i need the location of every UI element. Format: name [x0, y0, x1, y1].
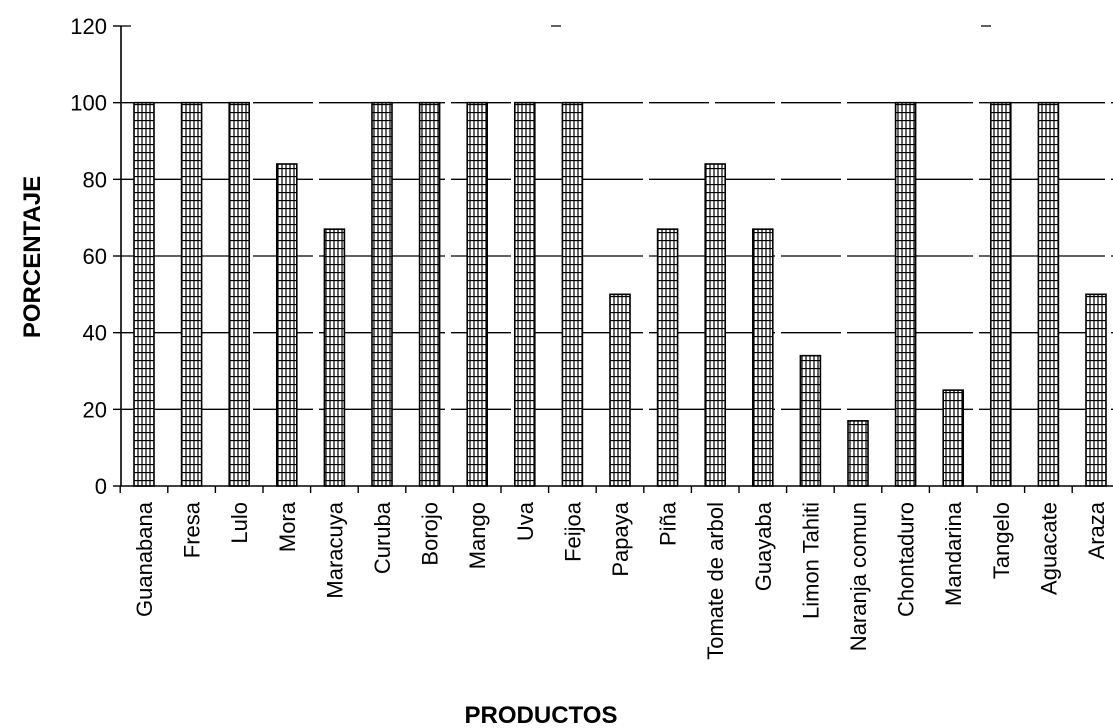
bar: [609, 293, 631, 487]
bar: [847, 420, 869, 487]
y-tick-label: 80: [83, 167, 107, 192]
bar: [275, 163, 298, 487]
y-axis-label: PORCENTAJE: [19, 176, 46, 338]
y-tick-label: 40: [83, 321, 107, 346]
x-tick-label: Tangelo: [989, 502, 1014, 579]
bar: [1085, 293, 1107, 487]
x-tick-label: Araza: [1084, 501, 1109, 559]
y-tick-label: 100: [70, 91, 107, 116]
bars: [133, 101, 1107, 487]
bar: [180, 101, 203, 487]
x-tick-label: Maracuya: [322, 501, 347, 598]
bar: [751, 228, 774, 487]
y-tick-label: 0: [95, 474, 107, 499]
x-tick-label: Fresa: [180, 501, 205, 558]
bar: [704, 163, 727, 487]
axes: [113, 25, 1113, 493]
x-tick-label: Mora: [275, 501, 300, 552]
y-tick-label: 120: [70, 14, 107, 39]
bar: [942, 389, 965, 487]
x-tick-label: Papaya: [608, 501, 633, 576]
x-tick-label: Piña: [656, 501, 681, 546]
x-tick-label: Naranja comun: [846, 502, 871, 651]
x-tick-label: Aguacate: [1036, 502, 1061, 595]
x-tick-labels: Guanabana Fresa Lulo Mora Maracuya Curuba Boro…: [132, 501, 1109, 660]
x-tick-label: Mandarina: [941, 501, 966, 606]
bar: [371, 101, 393, 487]
x-tick-label: Borojo: [418, 502, 443, 566]
bar: [656, 228, 679, 487]
bar: [323, 228, 346, 487]
bar: [561, 101, 584, 487]
bar: [799, 354, 822, 487]
bar: [894, 101, 917, 487]
x-axis-label: PRODUCTOS: [465, 702, 618, 728]
bar: [466, 101, 489, 487]
bar: [228, 101, 250, 487]
x-tick-label: Guayaba: [751, 501, 776, 591]
bar: [418, 101, 441, 487]
x-tick-label: Chontaduro: [894, 502, 919, 617]
x-tick-label: Tomate de arbol: [703, 502, 728, 660]
x-tick-label: Guanabana: [132, 501, 157, 617]
x-tick-label: Mango: [465, 502, 490, 569]
x-tick-label: Uva: [513, 501, 538, 541]
bar: [133, 101, 155, 487]
y-tick-labels: 0 20 40 60 80 100 120: [70, 14, 107, 499]
x-tick-label: Curuba: [370, 501, 395, 574]
bar: [513, 101, 536, 487]
x-tick-label: Feijoa: [560, 501, 585, 562]
y-tick-label: 20: [83, 397, 107, 422]
y-tick-label: 60: [83, 244, 107, 269]
bar: [1037, 101, 1060, 487]
x-tick-label: Limon Tahiti: [798, 502, 823, 619]
x-tick-label: Lulo: [227, 502, 252, 544]
bar: [989, 101, 1012, 487]
